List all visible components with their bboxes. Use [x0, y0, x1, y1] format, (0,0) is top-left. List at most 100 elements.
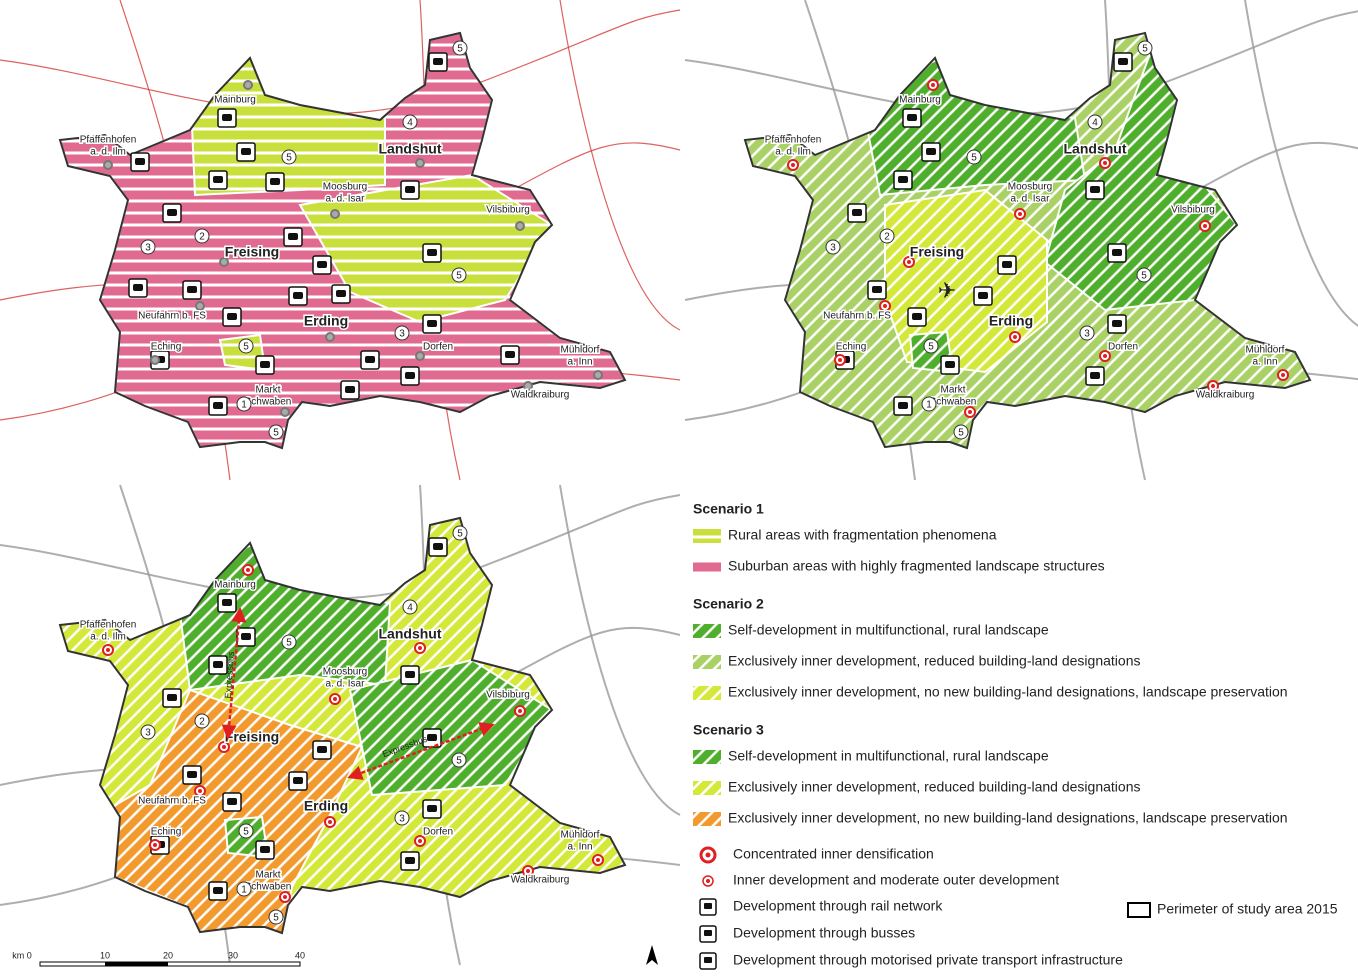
transport-icon-glyph: [336, 290, 346, 297]
scale-bar: [39, 961, 301, 967]
place-name: Pfaffenhofen: [80, 620, 137, 631]
legend-item: Inner development and moderate outer dev…: [733, 872, 1059, 888]
place-dot-center: [418, 839, 422, 843]
route-marker: [452, 525, 468, 541]
place-name: Freising: [910, 244, 964, 260]
place-name: Mühldorf: [561, 345, 600, 356]
place-dot-center: [1103, 161, 1107, 165]
route-marker: [238, 338, 254, 354]
transport-icon-glyph: [167, 209, 177, 216]
transport-icon-glyph: [427, 249, 437, 256]
transport-icon-glyph: [1112, 320, 1122, 327]
route-marker: [140, 724, 156, 740]
legend-symbol-glyph: [704, 903, 712, 909]
place-name: Eching: [836, 342, 867, 353]
place-name: Markt: [256, 870, 281, 881]
route-marker: [923, 338, 939, 354]
route-number: 1: [241, 400, 247, 411]
north-arrow: [646, 945, 658, 965]
legend-symbol-glyph: [704, 957, 712, 963]
transport-icon-glyph: [227, 798, 237, 805]
place-name: Neufahrn b. FS: [823, 311, 891, 322]
place-name: Pfaffenhofen: [80, 135, 137, 146]
route-marker: [394, 810, 410, 826]
route-number: 1: [926, 400, 932, 411]
legend-item: Development through motorised private tr…: [733, 952, 1123, 968]
transport-icon-glyph: [213, 176, 223, 183]
place-dot: [523, 381, 533, 391]
route-marker: [402, 114, 418, 130]
route-marker: [281, 634, 297, 650]
route-marker: [452, 40, 468, 56]
route-marker: [451, 267, 467, 283]
place-dot: [330, 209, 340, 219]
transport-icon-glyph: [427, 734, 437, 741]
zones: [745, 33, 1310, 448]
network-line: [0, 9, 681, 115]
place-name: Waldkraiburg: [1196, 390, 1255, 401]
scale-label: 40: [295, 950, 305, 960]
transport-icon-glyph: [365, 356, 375, 363]
expressbus-label: Expressbus: [223, 651, 236, 699]
legend-swatch: [693, 655, 721, 669]
place-name: Schwaben: [245, 397, 292, 408]
place-dot-center: [333, 697, 337, 701]
route-number: 5: [286, 153, 292, 164]
transport-icon-glyph: [187, 286, 197, 293]
route-marker: [394, 325, 410, 341]
transport-icon-glyph: [405, 671, 415, 678]
place-dot-center: [838, 358, 842, 362]
legend-swatch: [693, 750, 721, 764]
route-number: 5: [1141, 271, 1147, 282]
legend-item: Development through busses: [733, 925, 915, 941]
study-area-outline: [58, 31, 627, 450]
transport-icon-glyph: [213, 661, 223, 668]
route-number: 5: [243, 342, 249, 353]
transport-icon-glyph: [945, 361, 955, 368]
place-dot-center: [1281, 373, 1285, 377]
route-marker: [1079, 325, 1095, 341]
place-name: Neufahrn b. FS: [138, 311, 206, 322]
legend-swatch: [693, 624, 721, 638]
scale-label: km 0: [12, 950, 32, 960]
route-number: 5: [1142, 44, 1148, 55]
route-number: 5: [273, 428, 279, 439]
transport-icon-glyph: [270, 178, 280, 185]
route-marker: [879, 228, 895, 244]
place-dot: [593, 370, 603, 380]
place-name: Vilsbiburg: [486, 205, 530, 216]
expressbus-arrow: [347, 722, 495, 780]
place-name: Pfaffenhofen: [765, 135, 822, 146]
place-name: a. Inn: [567, 842, 592, 853]
place-dot-center: [283, 895, 287, 899]
scale-bar-fill: [105, 962, 168, 966]
place-name: Eching: [151, 827, 182, 838]
route-number: 4: [407, 603, 413, 614]
place-dot-center: [883, 304, 887, 308]
route-marker: [140, 239, 156, 255]
place-dot: [103, 160, 113, 170]
scale-label: 10: [100, 950, 110, 960]
transport-icon-glyph: [345, 386, 355, 393]
place-name: Markt: [941, 385, 966, 396]
route-number: 5: [928, 342, 934, 353]
route-marker: [194, 713, 210, 729]
route-number: 4: [1092, 118, 1098, 129]
legend-symbol-glyph: [704, 930, 712, 936]
place-dot-center: [328, 820, 332, 824]
expressbus-arrow: [221, 607, 247, 740]
place-name: Mainburg: [214, 580, 256, 591]
place-name: Moosburg: [323, 182, 367, 193]
place-dot-center: [106, 648, 110, 652]
place-name: Mühldorf: [561, 830, 600, 841]
transport-icon-glyph: [433, 58, 443, 65]
route-marker: [966, 149, 982, 165]
place-name: Vilsbiburg: [1171, 205, 1215, 216]
place-dot: [280, 407, 290, 417]
route-marker: [194, 228, 210, 244]
place-dot: [515, 221, 525, 231]
place-dot-center: [418, 646, 422, 650]
legend-item: Self-development in multifunctional, rur…: [728, 622, 1049, 638]
place-dot-center: [931, 83, 935, 87]
legend-item: Rural areas with fragmentation phenomena: [728, 527, 997, 543]
